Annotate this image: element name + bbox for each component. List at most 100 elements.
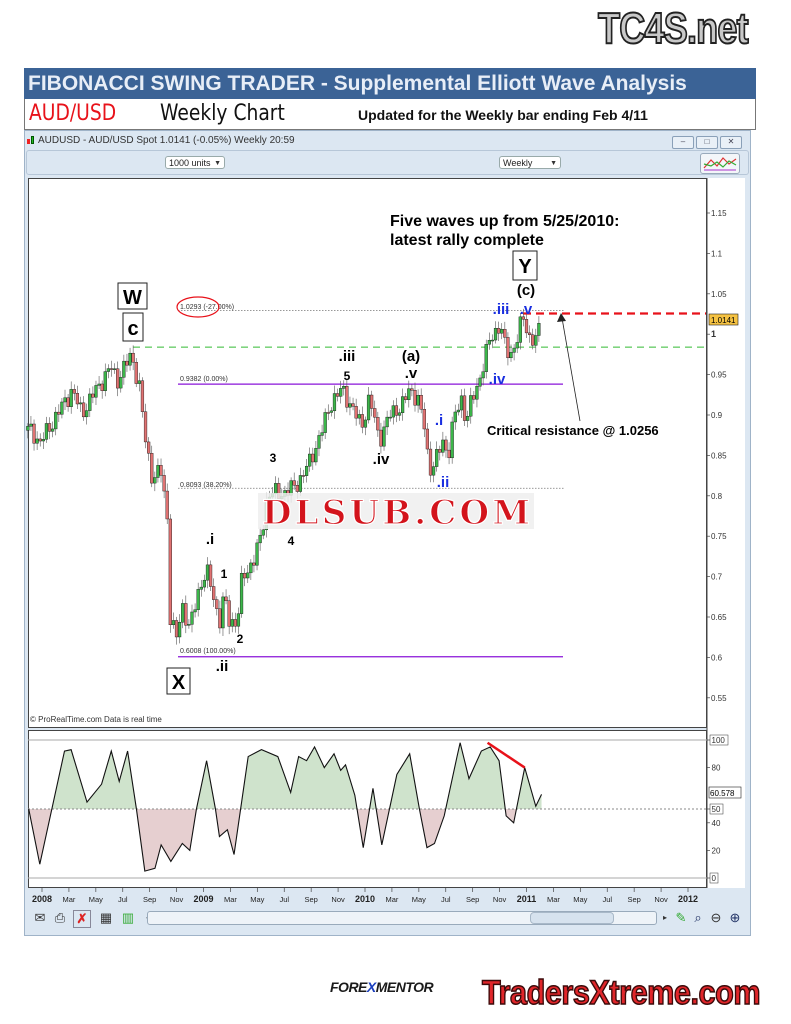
candle [236, 613, 241, 627]
currency-pair: AUD/USD [29, 101, 117, 126]
period-dropdown-value: Weekly [503, 158, 533, 168]
candle [128, 352, 132, 366]
minimize-button[interactable]: – [672, 136, 694, 149]
x-tick-label: Jul [118, 895, 128, 904]
candle [481, 371, 485, 379]
candle [122, 360, 126, 378]
candle [252, 562, 256, 566]
oscillator-last-value: 60.578 [710, 789, 735, 798]
candle [329, 410, 333, 413]
candle [78, 402, 83, 405]
fib-level-label: 0.8093 (38.20%) [180, 482, 232, 489]
candle [47, 423, 52, 432]
drawing-icon[interactable]: ✎ [675, 910, 687, 925]
candle [462, 395, 467, 421]
tradersxtreme-logo: TradersXtreme.com [481, 973, 761, 1013]
x-tick-label: Nov [493, 895, 507, 904]
restore-button[interactable]: □ [696, 136, 718, 149]
horizontal-scrollbar[interactable] [147, 911, 657, 925]
candle [156, 465, 160, 478]
print-icon[interactable]: ⎙ [54, 910, 66, 925]
candle [193, 609, 197, 613]
fib-level-label: 0.9382 (0.00%) [180, 376, 228, 383]
close-button[interactable]: ✕ [720, 136, 742, 149]
candle [376, 417, 380, 431]
indicators-button[interactable] [700, 153, 740, 174]
candle [360, 414, 364, 428]
candle [428, 448, 433, 476]
candle [81, 402, 86, 418]
units-dropdown[interactable]: 1000 units ▼ [165, 156, 225, 169]
candle [404, 396, 408, 400]
candle [357, 414, 361, 419]
candle [487, 340, 491, 345]
candle [537, 323, 541, 336]
chart-toolbar [26, 150, 749, 175]
y-tick-label: 1.15 [711, 209, 727, 218]
candle [261, 529, 265, 536]
candle [137, 380, 141, 384]
candle [506, 337, 510, 359]
cursor-cross-icon[interactable]: ✗ [73, 910, 91, 928]
candle [366, 394, 371, 421]
price-plot-area[interactable] [28, 178, 707, 728]
candle [215, 599, 219, 609]
window-title: AUDUSD - AUD/USD Spot 1.0141 (-0.05%) We… [38, 135, 295, 146]
candle [311, 453, 315, 463]
x-tick-label: Sep [304, 895, 317, 904]
scrollbar-thumb[interactable] [530, 912, 614, 924]
calculator-icon[interactable]: ▦ [99, 910, 113, 925]
candle [72, 389, 76, 394]
candle [249, 562, 253, 574]
period-dropdown[interactable]: Weekly ▼ [499, 156, 561, 169]
candle [199, 586, 203, 590]
candle [425, 428, 429, 450]
candle [69, 389, 73, 407]
x-tick-label: Mar [547, 895, 560, 904]
zoom-in-icon[interactable]: ⊕ [729, 910, 741, 925]
candle [32, 423, 36, 444]
candle [323, 412, 327, 433]
candle [100, 383, 104, 391]
oscillator-tick-label: 40 [712, 819, 721, 828]
candle [531, 334, 535, 346]
x-tick-label: Sep [627, 895, 640, 904]
candle [202, 579, 206, 588]
candle [57, 411, 61, 415]
wave-box-w [117, 282, 148, 310]
zoom-fit-icon[interactable]: ⌕ [694, 910, 702, 925]
oscillator-tick-box [709, 803, 724, 815]
candle [29, 423, 33, 427]
candle [140, 380, 145, 412]
candle [391, 405, 395, 418]
subtitle-row: AUD/USD Weekly Chart Updated for the Wee… [24, 99, 756, 130]
candle [88, 393, 92, 411]
candle [35, 438, 39, 444]
oscillator-tick-label: 100 [712, 736, 726, 745]
wave-label-iv: .iv [373, 451, 390, 468]
indicator-icon[interactable]: ▥ [121, 910, 135, 925]
data-source-note: © ProRealTime.com Data is real time [30, 715, 162, 724]
y-tick-label: 0.9 [711, 411, 723, 420]
mail-icon[interactable]: ✉ [34, 910, 46, 925]
candle [134, 362, 138, 384]
candle [497, 328, 501, 334]
wave-label-c-paren: (c) [517, 282, 535, 299]
candle [63, 397, 67, 403]
x-tick-label: Nov [331, 895, 345, 904]
wave-box-y [512, 250, 538, 281]
candle [394, 405, 399, 416]
candle [320, 432, 324, 436]
candle [335, 393, 340, 397]
wave-label-4: 4 [288, 534, 295, 548]
candle [41, 439, 45, 442]
x-tick-label: 2011 [517, 894, 537, 904]
wave-label-5: 5 [344, 369, 351, 383]
zoom-out-icon[interactable]: ⊖ [710, 910, 722, 925]
candle [190, 611, 194, 625]
candle [239, 573, 244, 614]
x-tick-label: May [89, 895, 103, 904]
candle [314, 448, 318, 463]
candle [301, 475, 306, 477]
scroll-right-icon[interactable]: ▸ [662, 913, 667, 922]
